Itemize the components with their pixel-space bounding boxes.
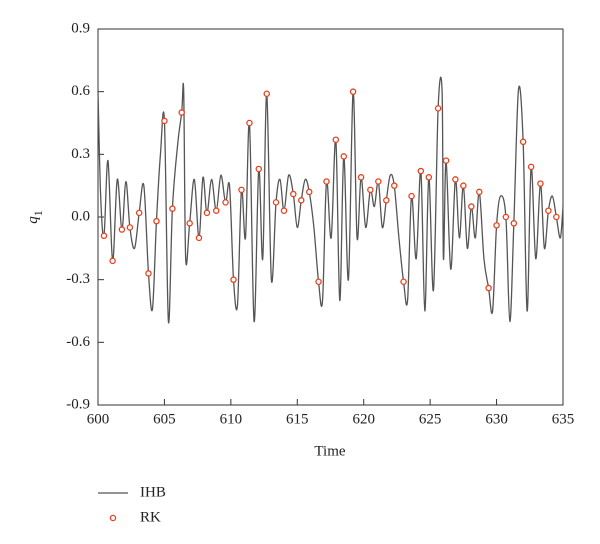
- x-tick-label: 630: [485, 411, 508, 427]
- x-tick-label: 620: [352, 411, 375, 427]
- rk-marker: [315, 278, 322, 286]
- rk-marker: [246, 119, 253, 127]
- rk-marker: [442, 157, 450, 164]
- rk-marker: [527, 163, 535, 171]
- rk-marker: [195, 234, 203, 242]
- rk-marker: [425, 174, 433, 181]
- rk-marker: [238, 186, 245, 194]
- rk-marker: [263, 90, 270, 98]
- rk-marker: [340, 153, 348, 160]
- rk-marker: [510, 220, 518, 227]
- rk-marker: [434, 105, 442, 112]
- legend-swatch: [109, 514, 117, 522]
- rk-marker: [493, 222, 500, 229]
- rk-marker: [145, 270, 152, 277]
- rk-marker: [349, 88, 357, 95]
- rk-marker: [545, 207, 552, 214]
- x-tick-label: 615: [286, 411, 309, 427]
- x-tick-label: 625: [419, 411, 442, 427]
- rk-marker: [357, 174, 365, 181]
- rk-marker: [203, 209, 211, 217]
- x-tick-label: 635: [552, 411, 575, 427]
- series-line: [97, 76, 564, 324]
- plot-frame: [97, 28, 564, 406]
- rk-marker: [519, 138, 527, 146]
- x-tick-label: 600: [87, 411, 110, 427]
- rk-marker: [169, 205, 176, 212]
- rk-marker: [332, 136, 340, 143]
- rk-marker: [408, 192, 415, 200]
- x-tick-label: 605: [153, 411, 176, 427]
- y-tick-label: 0.0: [71, 208, 90, 224]
- rk-marker: [230, 276, 237, 283]
- legend-label: RK: [140, 509, 161, 525]
- rk-marker: [391, 182, 398, 189]
- rk-marker: [400, 278, 407, 286]
- rk-marker: [212, 207, 220, 214]
- rk-marker: [323, 178, 330, 185]
- y-tick-label: 0.9: [71, 20, 90, 36]
- rk-marker: [383, 197, 390, 204]
- rk-marker: [553, 213, 560, 221]
- rk-marker: [153, 217, 160, 225]
- legend-label: IHB: [140, 484, 166, 500]
- rk-marker: [222, 199, 229, 206]
- rk-marker: [417, 167, 425, 175]
- rk-marker: [290, 190, 297, 198]
- rk-marker: [135, 209, 143, 217]
- rk-marker: [476, 188, 483, 196]
- x-tick-label: 610: [220, 411, 243, 427]
- rk-marker: [537, 180, 544, 187]
- x-axis-label: Time: [314, 443, 345, 459]
- y-label-symbol: q: [25, 216, 41, 224]
- y-tick-label: 0.3: [71, 146, 90, 162]
- y-label-subscript: 1: [31, 210, 45, 216]
- rk-marker: [485, 284, 492, 292]
- rk-marker: [298, 197, 305, 204]
- rk-marker: [178, 109, 185, 116]
- rk-marker: [305, 188, 313, 196]
- rk-marker: [118, 226, 126, 233]
- rk-marker: [255, 165, 263, 173]
- y-tick-label: 0.6: [71, 83, 90, 99]
- rk-marker: [109, 257, 116, 265]
- y-tick-label: -0.3: [66, 271, 90, 287]
- rk-marker: [100, 232, 108, 240]
- y-tick-label: -0.9: [66, 396, 90, 412]
- rk-marker: [367, 186, 374, 194]
- y-axis-label: q1: [25, 210, 44, 224]
- rk-marker: [468, 203, 475, 210]
- rk-marker: [280, 207, 288, 214]
- rk-marker: [272, 199, 280, 206]
- rk-marker: [186, 220, 193, 227]
- y-tick-label: -0.6: [66, 334, 90, 350]
- rk-marker: [161, 117, 168, 125]
- rk-marker: [502, 213, 510, 221]
- rk-marker: [460, 182, 467, 189]
- rk-marker: [452, 176, 459, 183]
- rk-marker: [126, 224, 134, 231]
- rk-marker: [375, 178, 382, 185]
